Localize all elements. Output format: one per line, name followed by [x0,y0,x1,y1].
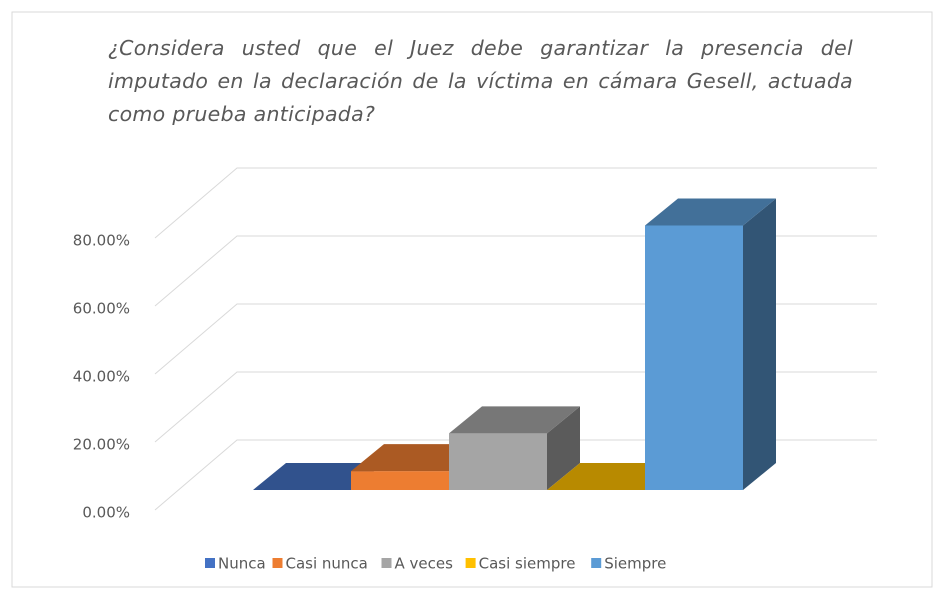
y-tick-label: 20.00% [73,436,130,454]
legend-swatch [591,558,602,568]
legend-label: Siempre [604,555,666,573]
legend-swatch [465,558,476,568]
legend-label: Casi nunca [286,555,368,573]
y-tick-label: 40.00% [73,368,130,386]
legend-swatch [272,558,283,568]
legend-swatch [205,558,215,568]
bar-front [449,433,547,490]
chart-frame [11,11,933,588]
legend-label: Nunca [218,555,266,573]
bar [645,198,776,490]
bar-top [645,198,776,226]
bar-top [449,406,580,434]
bar-front [351,471,449,490]
grid-line [154,167,877,239]
bar-front [645,225,743,490]
legend-swatch [381,558,392,568]
bar-side [743,198,776,490]
y-tick-label: 0.00% [82,504,130,522]
legend-label: A veces [395,555,454,573]
y-tick-label: 60.00% [73,300,130,318]
y-tick-label: 80.00% [73,232,130,250]
bar [449,406,580,490]
bar-side [547,406,580,490]
legend-label: Casi siempre [479,555,576,573]
chart-title: ¿Considera usted que el Juez debe garant… [108,36,853,126]
